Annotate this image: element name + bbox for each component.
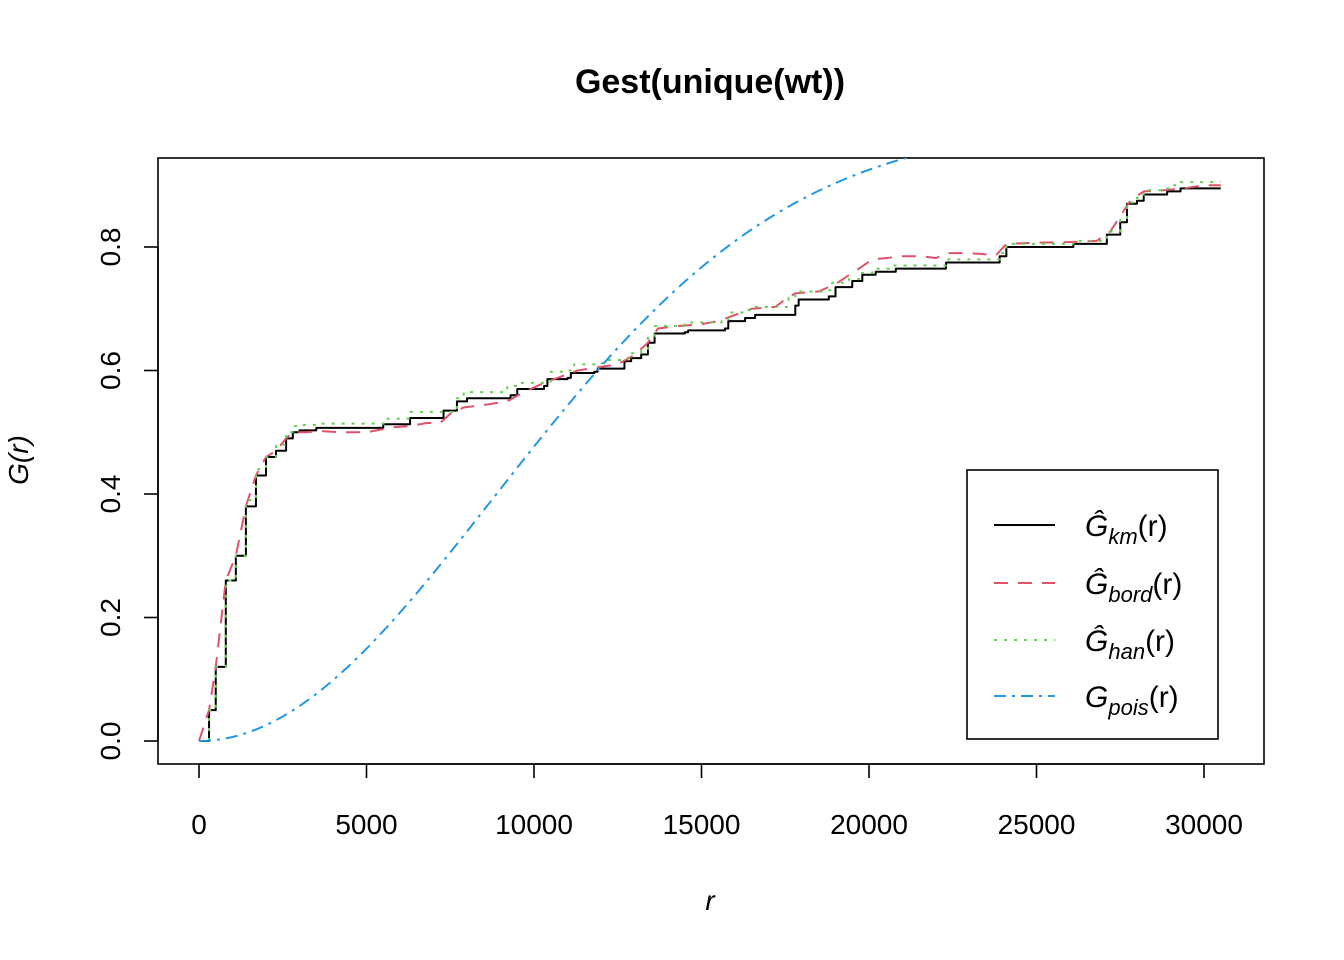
x-tick-label: 20000 bbox=[830, 809, 908, 840]
series-line-bord bbox=[198, 184, 1221, 742]
legend-label-han: Ĝhan(r) bbox=[1085, 624, 1175, 664]
x-tick-label: 10000 bbox=[495, 809, 573, 840]
legend-main-km: Ĝ bbox=[1085, 509, 1108, 543]
series-line-km bbox=[199, 187, 1221, 742]
legend-main-bord: Ĝ bbox=[1085, 567, 1108, 601]
legend-sub-bord: bord bbox=[1108, 582, 1153, 607]
y-axis-label-text: G(r) bbox=[3, 435, 34, 485]
x-axis-label: r bbox=[705, 885, 716, 916]
y-tick-label: 0.6 bbox=[95, 351, 126, 390]
legend-tail-pois: (r) bbox=[1149, 681, 1179, 714]
series-layer bbox=[198, 158, 1221, 742]
legend-sub-pois: pois bbox=[1107, 695, 1148, 720]
x-axis: 0 5000 10000 15000 20000 25000 30000 bbox=[191, 763, 1243, 840]
x-tick-label: 0 bbox=[191, 809, 207, 840]
legend-tail-bord: (r) bbox=[1152, 568, 1182, 601]
legend-label-km: Ĝkm(r) bbox=[1085, 509, 1168, 549]
y-tick-label: 0.0 bbox=[95, 722, 126, 761]
legend-label-pois: Gpois(r) bbox=[1085, 681, 1179, 720]
x-tick-label: 25000 bbox=[998, 809, 1076, 840]
y-axis-label: G(r) bbox=[3, 435, 34, 485]
x-tick-label: 5000 bbox=[335, 809, 397, 840]
legend-tail-han: (r) bbox=[1145, 625, 1175, 658]
x-tick-label: 15000 bbox=[663, 809, 741, 840]
y-tick-label: 0.8 bbox=[95, 228, 126, 267]
legend-tail-km: (r) bbox=[1138, 510, 1168, 543]
chart-title: Gest(unique(wt)) bbox=[575, 63, 845, 101]
legend-sub-km: km bbox=[1108, 524, 1137, 549]
series-line-pois bbox=[198, 158, 910, 742]
legend-label-bord: Ĝbord(r) bbox=[1085, 567, 1182, 607]
legend-sub-han: han bbox=[1108, 639, 1145, 664]
legend-main-han: Ĝ bbox=[1085, 624, 1108, 658]
legend: Ĝkm(r)Ĝbord(r)Ĝhan(r)Gpois(r) bbox=[966, 469, 1219, 740]
legend-main-pois: G bbox=[1085, 681, 1108, 714]
y-tick-label: 0.4 bbox=[95, 475, 126, 514]
legend-box bbox=[966, 469, 1219, 740]
y-axis: 0.0 0.2 0.4 0.6 0.8 bbox=[95, 228, 159, 761]
x-tick-label: 30000 bbox=[1165, 809, 1243, 840]
y-tick-label: 0.2 bbox=[95, 598, 126, 637]
